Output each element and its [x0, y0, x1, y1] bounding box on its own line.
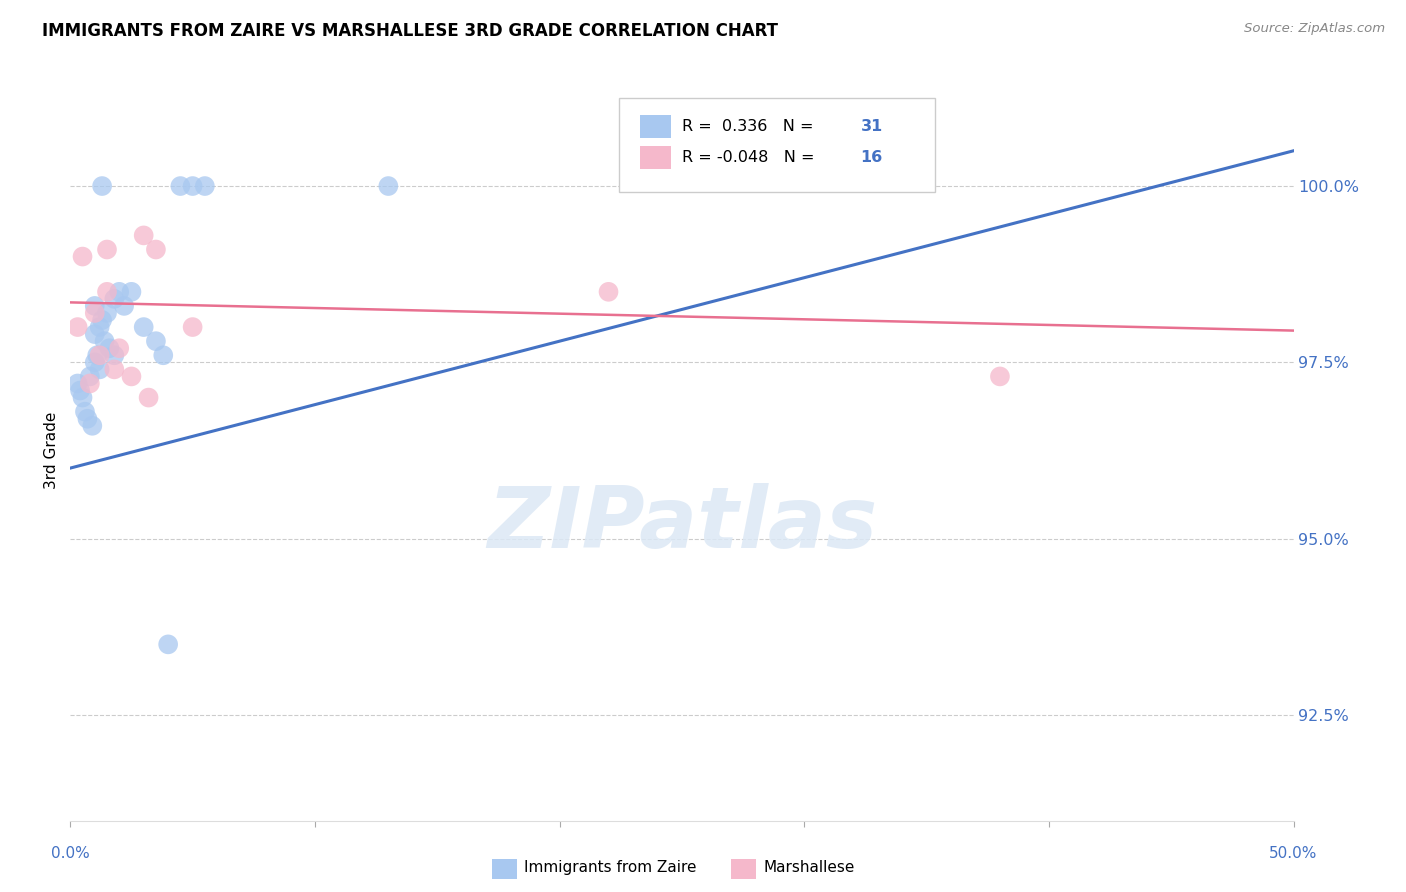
- Point: [377, 179, 399, 194]
- Point: [98, 341, 121, 355]
- Point: [132, 228, 155, 243]
- Point: [194, 179, 217, 194]
- Point: [598, 285, 620, 299]
- Point: [152, 348, 174, 362]
- Text: 50.0%: 50.0%: [1270, 846, 1317, 861]
- Point: [66, 376, 89, 391]
- Point: [83, 327, 105, 342]
- Point: [79, 369, 101, 384]
- Point: [69, 384, 91, 398]
- Point: [66, 320, 89, 334]
- Point: [96, 243, 118, 257]
- Point: [83, 299, 105, 313]
- Point: [181, 179, 204, 194]
- Point: [91, 179, 114, 194]
- Text: Source: ZipAtlas.com: Source: ZipAtlas.com: [1244, 22, 1385, 36]
- Text: R = -0.048   N =: R = -0.048 N =: [682, 151, 820, 165]
- Point: [96, 285, 118, 299]
- Point: [145, 334, 167, 348]
- Point: [73, 405, 96, 419]
- Point: [82, 418, 104, 433]
- Point: [181, 320, 204, 334]
- Point: [83, 306, 105, 320]
- Text: 0.0%: 0.0%: [51, 846, 90, 861]
- Point: [72, 391, 94, 405]
- Point: [103, 348, 125, 362]
- Point: [121, 285, 143, 299]
- Point: [76, 411, 98, 425]
- Point: [79, 376, 101, 391]
- Point: [157, 637, 180, 651]
- Text: Marshallese: Marshallese: [763, 860, 855, 874]
- Text: Immigrants from Zaire: Immigrants from Zaire: [524, 860, 697, 874]
- Y-axis label: 3rd Grade: 3rd Grade: [44, 412, 59, 489]
- Point: [89, 362, 111, 376]
- Point: [138, 391, 160, 405]
- Point: [112, 299, 135, 313]
- Point: [988, 369, 1011, 384]
- Point: [108, 341, 131, 355]
- Point: [93, 334, 115, 348]
- Text: 31: 31: [860, 120, 883, 134]
- Point: [169, 179, 191, 194]
- Point: [72, 250, 94, 264]
- Point: [89, 320, 111, 334]
- Point: [83, 355, 105, 369]
- Point: [96, 306, 118, 320]
- Point: [89, 348, 111, 362]
- Point: [86, 348, 108, 362]
- Text: ZIPatlas: ZIPatlas: [486, 483, 877, 566]
- Point: [108, 285, 131, 299]
- Point: [132, 320, 155, 334]
- Text: R =  0.336   N =: R = 0.336 N =: [682, 120, 818, 134]
- Text: 16: 16: [860, 151, 883, 165]
- Point: [103, 292, 125, 306]
- Point: [121, 369, 143, 384]
- Point: [91, 313, 114, 327]
- Point: [103, 362, 125, 376]
- Text: IMMIGRANTS FROM ZAIRE VS MARSHALLESE 3RD GRADE CORRELATION CHART: IMMIGRANTS FROM ZAIRE VS MARSHALLESE 3RD…: [42, 22, 778, 40]
- Point: [145, 243, 167, 257]
